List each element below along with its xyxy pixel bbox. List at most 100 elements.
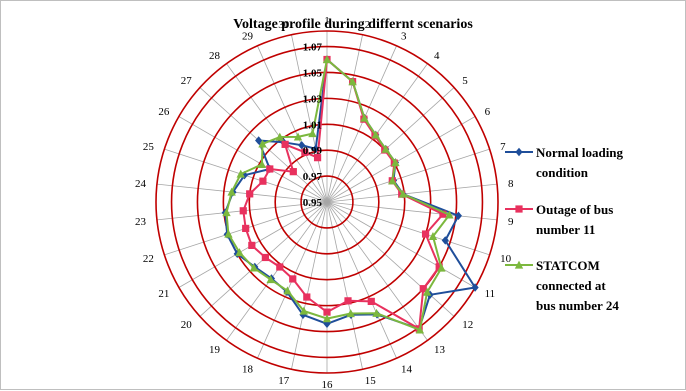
data-point-2-26 (266, 165, 274, 173)
data-point-2-29 (301, 148, 309, 156)
data-point-3-16 (322, 314, 332, 323)
grid-ring-3 (248, 123, 406, 281)
spoke-5 (326, 87, 455, 203)
data-point-2-27 (289, 168, 297, 176)
data-point-3-30 (308, 129, 317, 138)
data-point-3-6 (391, 158, 400, 167)
data-point-3-3 (360, 113, 369, 122)
category-label-8: 8 (508, 178, 514, 190)
category-label-24: 24 (135, 178, 147, 190)
grid-ring-1 (300, 175, 354, 229)
data-point-3-27 (258, 139, 267, 148)
legend-item-3: STATCOM connected at bus number 24 (505, 258, 619, 313)
category-label-25: 25 (143, 141, 155, 153)
data-point-2-12 (419, 285, 427, 293)
data-point-2-17 (303, 293, 311, 301)
data-point-2-24 (246, 190, 254, 198)
category-label-14: 14 (401, 363, 413, 375)
spoke-8 (326, 183, 498, 203)
data-point-2-11 (435, 263, 443, 271)
legend-item-2: Outage of bus number 11 (505, 202, 613, 237)
data-point-3-12 (422, 287, 432, 296)
series-layer (221, 55, 479, 334)
data-point-1-30 (312, 144, 320, 153)
category-label-5: 5 (462, 75, 468, 87)
category-label-20: 20 (181, 319, 193, 331)
data-point-1-10 (441, 236, 449, 245)
spoke-3 (326, 45, 397, 203)
spoke-9 (326, 201, 498, 221)
data-point-3-11 (437, 263, 446, 272)
category-label-11: 11 (485, 288, 496, 300)
data-point-3-14 (372, 308, 381, 317)
spoke-2 (326, 34, 363, 203)
grid-ring-4 (222, 97, 432, 307)
data-point-2-20 (261, 253, 269, 262)
category-label-18: 18 (242, 363, 254, 375)
tick-label: 1.07 (303, 42, 323, 54)
data-point-3-23 (222, 208, 231, 217)
data-point-2-18 (289, 275, 297, 283)
category-label-9: 9 (508, 216, 514, 228)
data-point-1-9 (454, 211, 463, 221)
data-point-3-21 (235, 248, 244, 257)
spoke-19 (226, 201, 328, 341)
data-point-1-11 (471, 283, 479, 292)
data-point-3-25 (236, 169, 245, 178)
category-label-21: 21 (158, 288, 169, 300)
data-point-2-30 (313, 154, 322, 162)
spoke-7 (326, 148, 490, 203)
category-label-15: 15 (365, 375, 377, 387)
category-label-23: 23 (135, 216, 147, 228)
data-point-3-24 (227, 187, 236, 196)
tick-label: 0.95 (303, 197, 323, 209)
data-point-3-7 (388, 176, 397, 185)
spoke-30 (291, 34, 328, 203)
data-point-2-25 (259, 177, 267, 185)
data-point-2-28 (281, 140, 289, 148)
spoke-28 (226, 63, 328, 203)
data-point-3-26 (257, 160, 267, 169)
data-point-2-23 (239, 207, 247, 215)
data-point-3-20 (249, 263, 259, 272)
category-label-19: 19 (209, 344, 221, 356)
data-point-3-8 (398, 189, 408, 198)
category-label-3: 3 (401, 31, 407, 43)
data-point-2-15 (344, 297, 352, 305)
spoke-15 (326, 201, 363, 370)
legend-label-2: Outage of bus number 11 (536, 202, 613, 237)
legend-marker-2 (515, 205, 523, 213)
spoke-14 (326, 201, 397, 359)
data-point-3-22 (224, 229, 233, 238)
spoke-24 (156, 183, 328, 203)
category-label-2: 2 (365, 19, 371, 31)
data-point-1-29 (298, 140, 306, 150)
data-point-3-4 (371, 130, 380, 139)
grid-ring-7 (155, 30, 499, 374)
category-label-6: 6 (485, 106, 491, 118)
grid-ring-6 (170, 45, 484, 359)
category-label-1: 1 (324, 15, 330, 27)
series-2 (239, 55, 447, 333)
category-label-26: 26 (158, 106, 170, 118)
category-label-12: 12 (462, 319, 473, 331)
data-point-2-16 (323, 308, 331, 316)
data-point-3-1 (322, 55, 332, 64)
spoke-10 (326, 201, 490, 256)
category-label-4: 4 (434, 50, 440, 62)
tick-label: 1.03 (303, 93, 323, 105)
data-point-3-5 (381, 144, 390, 153)
spoke-26 (178, 116, 328, 203)
legend: Normal loading condition Outage of bus numb… (505, 145, 624, 313)
category-label-27: 27 (181, 75, 193, 87)
data-point-3-19 (266, 275, 275, 284)
category-label-30: 30 (278, 19, 290, 31)
data-point-3-29 (293, 132, 303, 141)
data-point-2-22 (242, 224, 250, 233)
tick-label: 0.99 (303, 145, 323, 157)
data-point-3-17 (299, 306, 309, 315)
chart-title: Voltage profile during differnt scenario… (233, 17, 473, 32)
category-label-17: 17 (278, 375, 290, 387)
